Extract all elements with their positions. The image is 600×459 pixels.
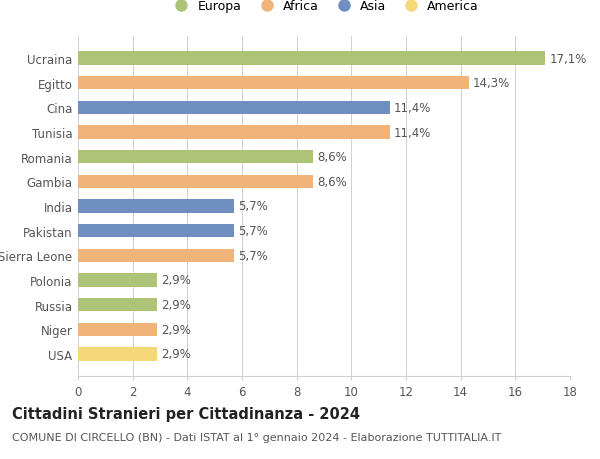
- Text: 2,9%: 2,9%: [161, 323, 191, 336]
- Bar: [78, 323, 157, 336]
- Bar: [78, 249, 234, 263]
- Text: 8,6%: 8,6%: [317, 175, 347, 189]
- Text: 5,7%: 5,7%: [238, 249, 268, 262]
- Bar: [78, 151, 313, 164]
- Bar: [78, 298, 157, 312]
- Text: 5,7%: 5,7%: [238, 200, 268, 213]
- Text: 5,7%: 5,7%: [238, 224, 268, 238]
- Text: 17,1%: 17,1%: [550, 52, 587, 66]
- Text: Cittadini Stranieri per Cittadinanza - 2024: Cittadini Stranieri per Cittadinanza - 2…: [12, 406, 360, 421]
- Text: 8,6%: 8,6%: [317, 151, 347, 164]
- Bar: [78, 200, 234, 213]
- Bar: [78, 347, 157, 361]
- Text: 2,9%: 2,9%: [161, 298, 191, 312]
- Bar: [78, 77, 469, 90]
- Text: 11,4%: 11,4%: [394, 101, 431, 115]
- Text: 2,9%: 2,9%: [161, 274, 191, 287]
- Bar: [78, 52, 545, 66]
- Text: 2,9%: 2,9%: [161, 347, 191, 361]
- Text: 14,3%: 14,3%: [473, 77, 510, 90]
- Bar: [78, 101, 389, 115]
- Bar: [78, 126, 389, 140]
- Bar: [78, 224, 234, 238]
- Text: COMUNE DI CIRCELLO (BN) - Dati ISTAT al 1° gennaio 2024 - Elaborazione TUTTITALI: COMUNE DI CIRCELLO (BN) - Dati ISTAT al …: [12, 432, 502, 442]
- Legend: Europa, Africa, Asia, America: Europa, Africa, Asia, America: [164, 0, 484, 18]
- Bar: [78, 175, 313, 189]
- Bar: [78, 274, 157, 287]
- Text: 11,4%: 11,4%: [394, 126, 431, 139]
